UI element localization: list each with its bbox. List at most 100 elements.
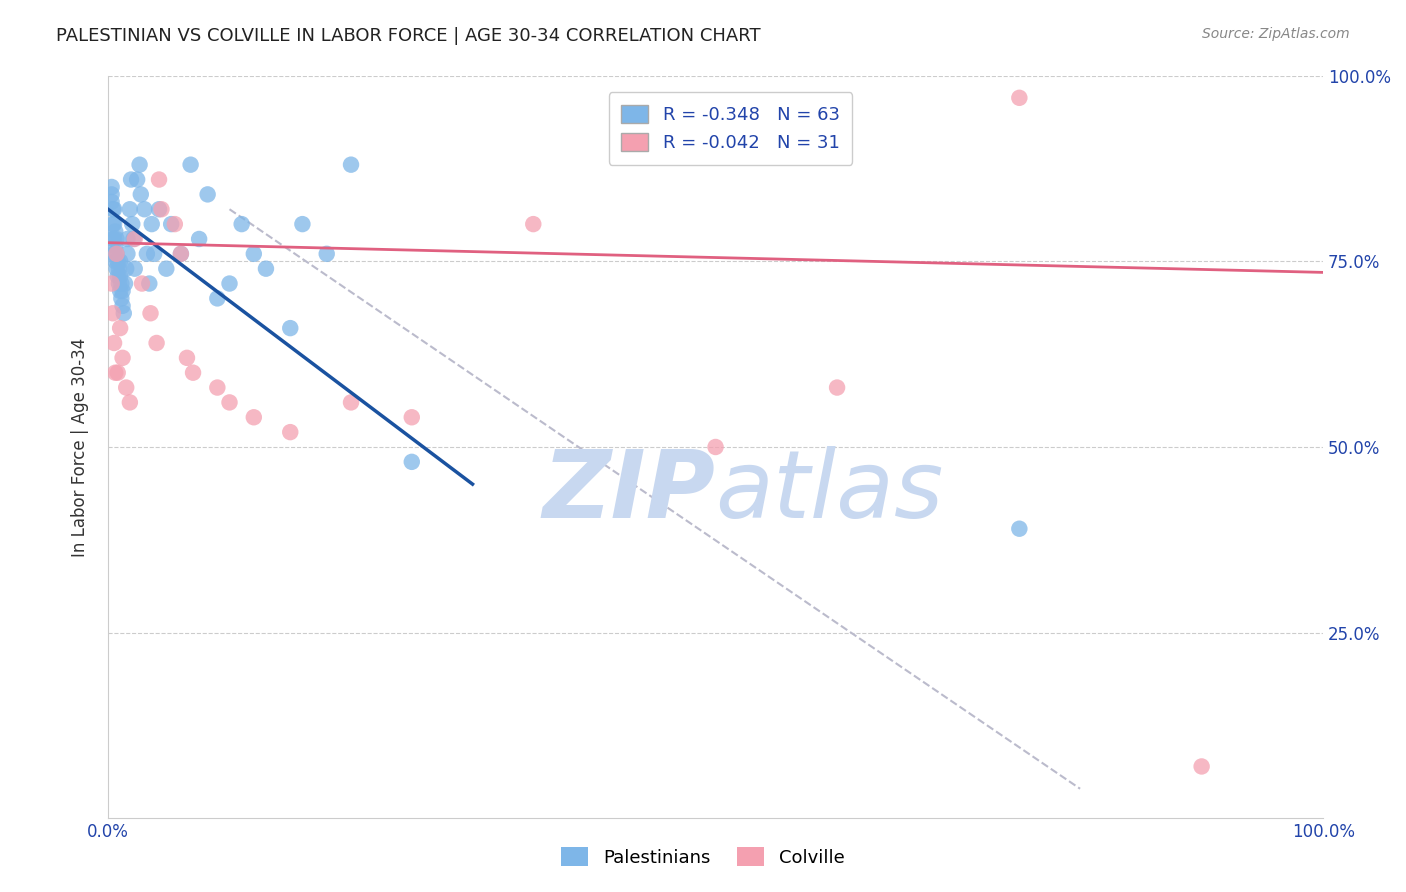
Point [103,336,125,351]
Point [101,202,124,217]
Point [127,172,149,186]
Point [104,239,127,253]
Point [118,202,141,217]
Point [278,321,301,335]
Point [108,277,131,291]
Point [105,232,128,246]
Point [143,247,166,261]
Point [243,410,266,425]
Point [124,232,146,246]
Point [145,336,167,351]
Point [107,366,129,380]
Point [148,172,170,186]
Point [117,247,139,261]
Y-axis label: In Labor Force | Age 30-34: In Labor Force | Age 30-34 [72,337,89,557]
Point [111,351,134,365]
Point [134,202,156,217]
Point [101,232,124,246]
Point [231,217,253,231]
Point [1008,91,1031,105]
Point [138,277,160,291]
Point [197,187,219,202]
Point [150,202,173,217]
Point [401,455,423,469]
Point [117,232,139,246]
Point [104,254,127,268]
Point [104,225,127,239]
Point [100,277,122,291]
Legend: Palestinians, Colville: Palestinians, Colville [554,840,852,874]
Point [1191,759,1213,773]
Point [128,158,150,172]
Point [188,232,211,246]
Point [207,380,229,394]
Point [108,261,131,276]
Point [135,247,157,261]
Point [100,180,122,194]
Point [108,269,131,284]
Point [207,292,229,306]
Point [278,425,301,439]
Point [218,395,240,409]
Point [1008,522,1031,536]
Point [139,306,162,320]
Point [110,292,132,306]
Point [291,217,314,231]
Point [101,217,124,231]
Point [103,232,125,246]
Point [108,321,131,335]
Point [100,187,122,202]
Point [170,247,193,261]
Point [704,440,727,454]
Point [124,261,146,276]
Point [101,306,124,320]
Point [115,380,138,394]
Point [170,247,193,261]
Point [111,299,134,313]
Point [107,254,129,268]
Point [218,277,240,291]
Point [176,351,198,365]
Point [114,277,136,291]
Point [111,284,134,298]
Point [107,269,129,284]
Point [108,284,131,298]
Text: PALESTINIAN VS COLVILLE IN LABOR FORCE | AGE 30-34 CORRELATION CHART: PALESTINIAN VS COLVILLE IN LABOR FORCE |… [56,27,761,45]
Point [104,366,127,380]
Point [129,187,152,202]
Point [100,194,122,209]
Point [108,254,131,268]
Point [155,261,177,276]
Point [340,158,363,172]
Point [243,247,266,261]
Point [254,261,277,276]
Text: Source: ZipAtlas.com: Source: ZipAtlas.com [1202,27,1350,41]
Point [131,277,153,291]
Point [103,217,125,231]
Point [105,261,128,276]
Point [105,247,128,261]
Point [115,261,138,276]
Text: ZIP: ZIP [543,446,716,538]
Point [112,306,135,320]
Point [121,217,143,231]
Point [118,395,141,409]
Point [141,217,163,231]
Point [120,172,142,186]
Point [163,217,186,231]
Point [103,202,125,217]
Point [315,247,337,261]
Point [160,217,183,231]
Point [522,217,544,231]
Point [103,247,125,261]
Point [105,247,128,261]
Text: atlas: atlas [716,446,943,537]
Point [180,158,202,172]
Point [401,410,423,425]
Point [825,380,848,394]
Point [122,232,145,246]
Legend: R = -0.348   N = 63, R = -0.042   N = 31: R = -0.348 N = 63, R = -0.042 N = 31 [609,92,852,165]
Point [148,202,170,217]
Point [340,395,363,409]
Point [110,277,132,291]
